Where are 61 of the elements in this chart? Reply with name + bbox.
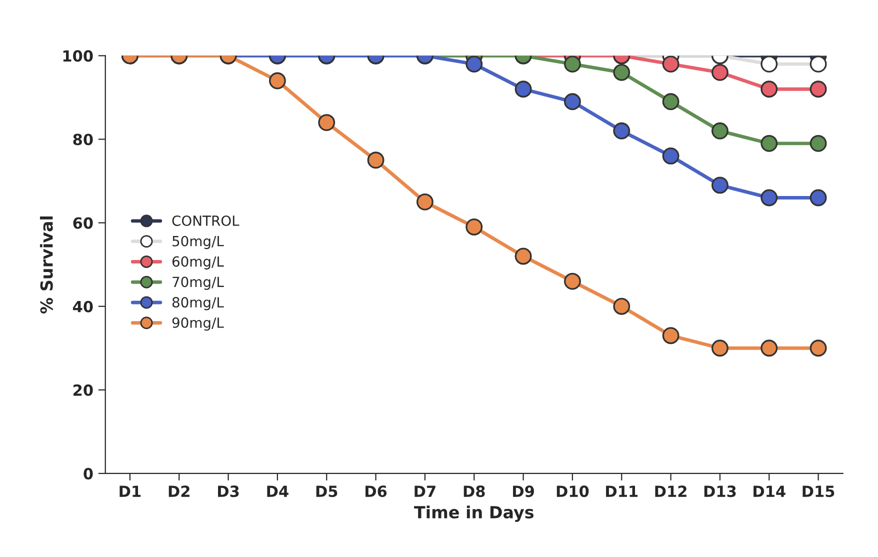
legend-label: CONTROL: [172, 215, 240, 226]
y-tick-label: 0: [84, 468, 93, 480]
point: [613, 298, 630, 315]
point: [760, 340, 778, 357]
point: [466, 218, 483, 236]
point: [711, 122, 728, 140]
point: [810, 134, 827, 152]
x-tick-label: D11: [606, 486, 638, 497]
point: [662, 147, 680, 164]
y-tick-label: 100: [63, 50, 93, 62]
point: [810, 340, 827, 357]
x-tick-label: D4: [267, 486, 288, 497]
y-axis-title: % Survival: [40, 216, 53, 314]
legend-label: 90mg/L: [172, 317, 224, 331]
point: [760, 80, 778, 98]
point: [613, 122, 630, 140]
point: [810, 56, 827, 73]
x-tick-label: D5: [316, 486, 338, 498]
point: [466, 56, 483, 73]
y-tick-label: 60: [73, 217, 93, 229]
x-tick-label: D15: [802, 486, 834, 498]
y-tick-label: 20: [74, 384, 93, 396]
point: [662, 93, 680, 110]
point: [760, 56, 778, 73]
point: [662, 327, 680, 344]
x-axis-title: Time in Days: [414, 506, 534, 522]
legend-label: 80mg/L: [172, 297, 224, 310]
point: [514, 248, 532, 265]
point: [564, 272, 581, 290]
point: [810, 80, 827, 98]
point: [760, 189, 778, 206]
x-tick-label: D9: [513, 486, 534, 498]
y-tick-label: 40: [72, 300, 93, 312]
point: [810, 189, 827, 206]
point: [564, 56, 581, 73]
point: [367, 152, 384, 169]
point: [711, 64, 728, 81]
legend-label: 70mg/L: [172, 276, 224, 290]
point: [318, 114, 336, 132]
point: [711, 176, 728, 194]
x-tick-label: D2: [168, 486, 190, 497]
x-tick-label: D8: [464, 486, 485, 498]
point: [514, 80, 532, 98]
point: [711, 340, 728, 357]
point: [416, 193, 434, 210]
point: [760, 134, 778, 152]
legend-label: 50mg/L: [172, 236, 224, 250]
x-tick-label: D7: [414, 486, 436, 497]
x-tick-label: D13: [704, 486, 736, 498]
x-tick-label: D14: [754, 486, 786, 497]
point: [268, 72, 286, 90]
x-tick-label: D10: [556, 486, 589, 498]
point: [613, 64, 630, 81]
point: [564, 93, 581, 110]
y-tick-label: 80: [73, 134, 93, 146]
legend-label: 60mg/L: [172, 256, 224, 270]
point: [662, 56, 680, 73]
x-tick-label: D6: [366, 486, 387, 498]
x-tick-label: D12: [655, 486, 686, 497]
x-tick-label: D3: [218, 486, 239, 498]
x-tick-label: D1: [120, 486, 141, 497]
